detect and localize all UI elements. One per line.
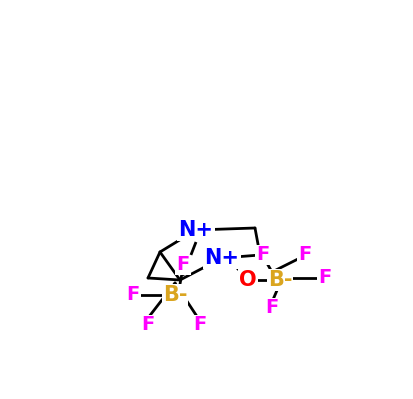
Text: F: F	[318, 269, 331, 288]
Text: B-: B-	[162, 285, 187, 305]
Text: F: F	[193, 316, 206, 334]
Text: F: F	[298, 245, 311, 263]
Text: F: F	[141, 316, 154, 334]
Text: F: F	[265, 298, 278, 318]
Text: F: F	[176, 255, 189, 275]
Text: N+: N+	[178, 220, 213, 240]
Text: F: F	[256, 245, 269, 265]
Text: F: F	[126, 286, 139, 304]
Text: N+: N+	[204, 248, 239, 268]
Text: B-: B-	[267, 270, 292, 290]
Text: O: O	[239, 270, 256, 290]
